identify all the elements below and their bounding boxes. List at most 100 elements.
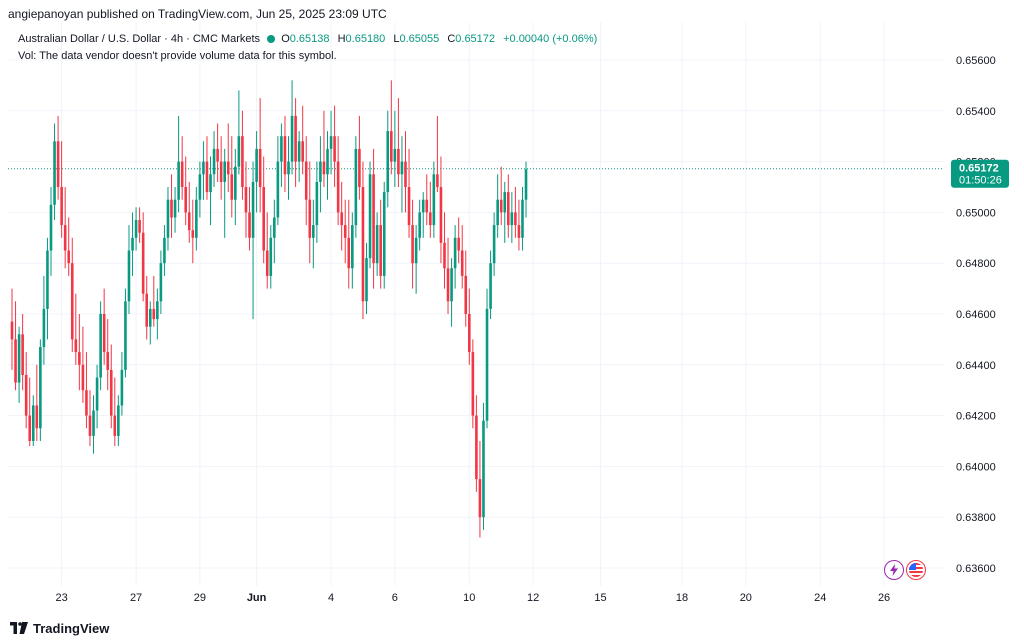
candle[interactable]	[393, 110, 397, 187]
candle[interactable]	[400, 136, 404, 213]
candle[interactable]	[74, 293, 78, 365]
candle[interactable]	[315, 161, 319, 243]
candle[interactable]	[329, 110, 333, 175]
candle[interactable]	[31, 395, 35, 447]
candle[interactable]	[468, 288, 471, 365]
candle[interactable]	[482, 402, 485, 530]
candle[interactable]	[141, 212, 145, 302]
candle[interactable]	[304, 136, 308, 226]
candle[interactable]	[202, 141, 205, 200]
candle[interactable]	[457, 217, 460, 264]
candle[interactable]	[230, 136, 234, 218]
candle[interactable]	[492, 212, 496, 276]
candle[interactable]	[510, 192, 514, 243]
candle[interactable]	[507, 174, 510, 238]
candle[interactable]	[347, 199, 351, 289]
candle[interactable]	[226, 123, 230, 193]
candle[interactable]	[301, 105, 304, 175]
candle[interactable]	[411, 199, 414, 289]
candle[interactable]	[120, 352, 124, 416]
candle[interactable]	[184, 156, 188, 226]
candle[interactable]	[78, 314, 81, 391]
candle[interactable]	[134, 207, 138, 251]
candle[interactable]	[372, 148, 375, 289]
candle[interactable]	[361, 161, 365, 320]
candle[interactable]	[450, 258, 453, 327]
candle[interactable]	[244, 161, 248, 238]
candle[interactable]	[407, 148, 411, 238]
candle[interactable]	[326, 131, 329, 200]
candle[interactable]	[319, 136, 322, 213]
candle[interactable]	[354, 136, 358, 238]
candle[interactable]	[17, 326, 21, 403]
candle[interactable]	[241, 110, 244, 200]
candle[interactable]	[351, 212, 354, 289]
candle[interactable]	[117, 395, 120, 447]
candle[interactable]	[251, 161, 255, 320]
candle[interactable]	[49, 187, 53, 276]
candle[interactable]	[421, 192, 425, 238]
candle[interactable]	[322, 110, 326, 187]
candle[interactable]	[212, 131, 216, 187]
candle[interactable]	[262, 156, 265, 264]
candle[interactable]	[460, 225, 464, 289]
candle[interactable]	[173, 187, 177, 233]
symbol-title[interactable]: Australian Dollar / U.S. Dollar · 4h · C…	[18, 33, 261, 45]
candle[interactable]	[187, 181, 191, 243]
candle[interactable]	[290, 80, 294, 175]
candle[interactable]	[429, 181, 432, 238]
candle[interactable]	[138, 207, 141, 243]
candle[interactable]	[14, 301, 17, 391]
candle[interactable]	[248, 187, 251, 251]
candle[interactable]	[503, 181, 507, 243]
candle[interactable]	[46, 237, 49, 340]
candle[interactable]	[471, 339, 475, 429]
candle[interactable]	[152, 275, 156, 327]
candle[interactable]	[28, 377, 32, 447]
candle[interactable]	[70, 237, 74, 353]
candle[interactable]	[124, 288, 127, 378]
candle[interactable]	[312, 199, 315, 269]
candle[interactable]	[219, 136, 223, 200]
candle[interactable]	[390, 80, 393, 175]
candle[interactable]	[496, 174, 499, 238]
candle[interactable]	[145, 275, 149, 340]
candle[interactable]	[255, 131, 258, 213]
candle[interactable]	[276, 136, 280, 226]
candle[interactable]	[443, 212, 446, 289]
candle[interactable]	[368, 161, 372, 269]
candle[interactable]	[453, 225, 457, 289]
candle[interactable]	[216, 123, 219, 182]
candle[interactable]	[273, 199, 276, 264]
candle[interactable]	[195, 187, 198, 251]
candle[interactable]	[379, 199, 382, 289]
candle[interactable]	[42, 275, 46, 365]
candle[interactable]	[127, 225, 131, 314]
lightning-icon[interactable]	[884, 560, 904, 580]
candle[interactable]	[489, 250, 492, 320]
candle[interactable]	[102, 288, 106, 365]
candle[interactable]	[60, 141, 63, 238]
candle[interactable]	[283, 115, 287, 193]
candle[interactable]	[10, 288, 14, 370]
candle[interactable]	[24, 352, 28, 429]
candle[interactable]	[514, 187, 517, 238]
candle[interactable]	[113, 377, 117, 447]
candle[interactable]	[287, 136, 290, 200]
candle[interactable]	[382, 181, 386, 289]
candle[interactable]	[131, 212, 134, 276]
candle[interactable]	[81, 326, 85, 403]
candle[interactable]	[209, 156, 212, 226]
candle[interactable]	[163, 225, 166, 276]
candle[interactable]	[88, 390, 92, 447]
candle[interactable]	[521, 187, 524, 251]
candle[interactable]	[39, 339, 42, 441]
candle[interactable]	[343, 199, 347, 264]
candle[interactable]	[375, 212, 379, 276]
candle[interactable]	[63, 187, 67, 269]
candle[interactable]	[404, 131, 407, 213]
candle[interactable]	[85, 352, 88, 429]
us-flag-icon[interactable]	[906, 560, 926, 580]
candle[interactable]	[170, 174, 173, 238]
candle[interactable]	[397, 98, 400, 187]
